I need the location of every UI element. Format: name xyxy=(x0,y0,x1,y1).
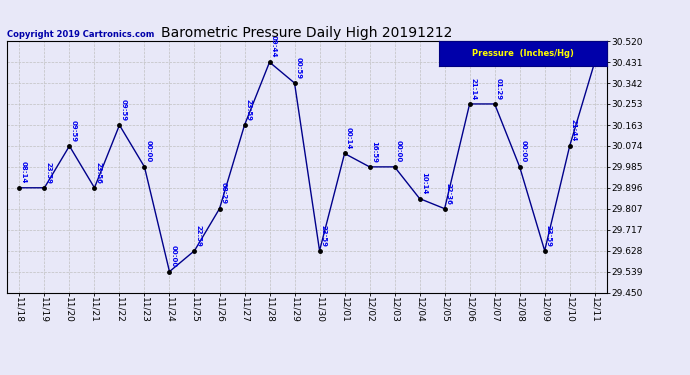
Text: 10:14: 10:14 xyxy=(421,172,427,194)
Text: 23:59: 23:59 xyxy=(546,225,552,246)
Title: Barometric Pressure Daily High 20191212: Barometric Pressure Daily High 20191212 xyxy=(161,26,453,40)
Text: 08:29: 08:29 xyxy=(221,182,227,204)
Text: 00:14: 00:14 xyxy=(346,127,352,149)
Text: 00:00: 00:00 xyxy=(521,141,527,163)
Text: 00:00: 00:00 xyxy=(396,141,402,163)
Text: 21:44: 21:44 xyxy=(571,119,577,142)
Text: 00:00: 00:00 xyxy=(146,141,152,163)
Text: 09:59: 09:59 xyxy=(70,120,77,142)
Text: Copyright 2019 Cartronics.com: Copyright 2019 Cartronics.com xyxy=(7,30,155,39)
Text: 08:14: 08:14 xyxy=(21,161,27,184)
Text: 17: 17 xyxy=(596,48,602,58)
Text: 23:59: 23:59 xyxy=(246,99,252,121)
Text: 00:59: 00:59 xyxy=(296,57,302,79)
Text: 00:00: 00:00 xyxy=(170,245,177,267)
Text: 09:59: 09:59 xyxy=(121,99,127,121)
Text: 23:59: 23:59 xyxy=(46,162,52,184)
Text: 23:56: 23:56 xyxy=(96,162,101,184)
Text: 16:59: 16:59 xyxy=(371,141,377,163)
Text: 23:59: 23:59 xyxy=(321,225,327,246)
Text: 22:36: 22:36 xyxy=(446,183,452,204)
Text: 22:59: 22:59 xyxy=(196,225,201,246)
Text: 09:44: 09:44 xyxy=(270,36,277,58)
Text: 21:14: 21:14 xyxy=(471,78,477,100)
Text: 01:29: 01:29 xyxy=(496,78,502,100)
